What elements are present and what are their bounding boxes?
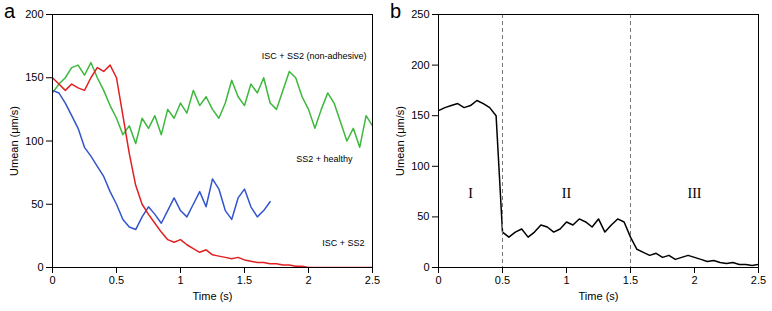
svg-text:250: 250 [411, 8, 429, 20]
svg-text:1.5: 1.5 [623, 274, 638, 286]
svg-text:1: 1 [563, 274, 569, 286]
svg-text:50: 50 [417, 210, 429, 222]
svg-text:0: 0 [435, 274, 441, 286]
svg-text:ISC + SS2: ISC + SS2 [322, 238, 364, 248]
svg-text:50: 50 [31, 198, 43, 210]
svg-text:150: 150 [411, 109, 429, 121]
svg-text:2: 2 [691, 274, 697, 286]
svg-text:0: 0 [49, 274, 55, 286]
svg-text:ISC + SS2 (non-adhesive): ISC + SS2 (non-adhesive) [262, 51, 367, 61]
svg-text:150: 150 [25, 71, 43, 83]
svg-text:200: 200 [25, 8, 43, 20]
svg-text:0: 0 [423, 261, 429, 273]
svg-text:Time (s): Time (s) [193, 290, 233, 302]
svg-text:2.5: 2.5 [751, 274, 766, 286]
svg-text:II: II [562, 186, 572, 201]
svg-text:1: 1 [177, 274, 183, 286]
svg-text:Umean (μm/s): Umean (μm/s) [394, 106, 406, 176]
svg-text:Time (s): Time (s) [579, 290, 619, 302]
svg-text:200: 200 [411, 59, 429, 71]
html-text:b: b [390, 0, 402, 22]
svg-text:2: 2 [305, 274, 311, 286]
svg-text:0: 0 [37, 261, 43, 273]
svg-text:100: 100 [25, 135, 43, 147]
svg-text:0.5: 0.5 [109, 274, 124, 286]
svg-text:I: I [468, 186, 473, 201]
svg-text:SS2 + healthy: SS2 + healthy [296, 154, 353, 164]
svg-text:1.5: 1.5 [237, 274, 252, 286]
html-text:a: a [4, 0, 16, 22]
svg-text:III: III [688, 186, 702, 201]
svg-text:100: 100 [411, 160, 429, 172]
svg-text:2.5: 2.5 [365, 274, 380, 286]
svg-text:0.5: 0.5 [495, 274, 510, 286]
svg-text:Umean (μm/s): Umean (μm/s) [8, 106, 20, 176]
